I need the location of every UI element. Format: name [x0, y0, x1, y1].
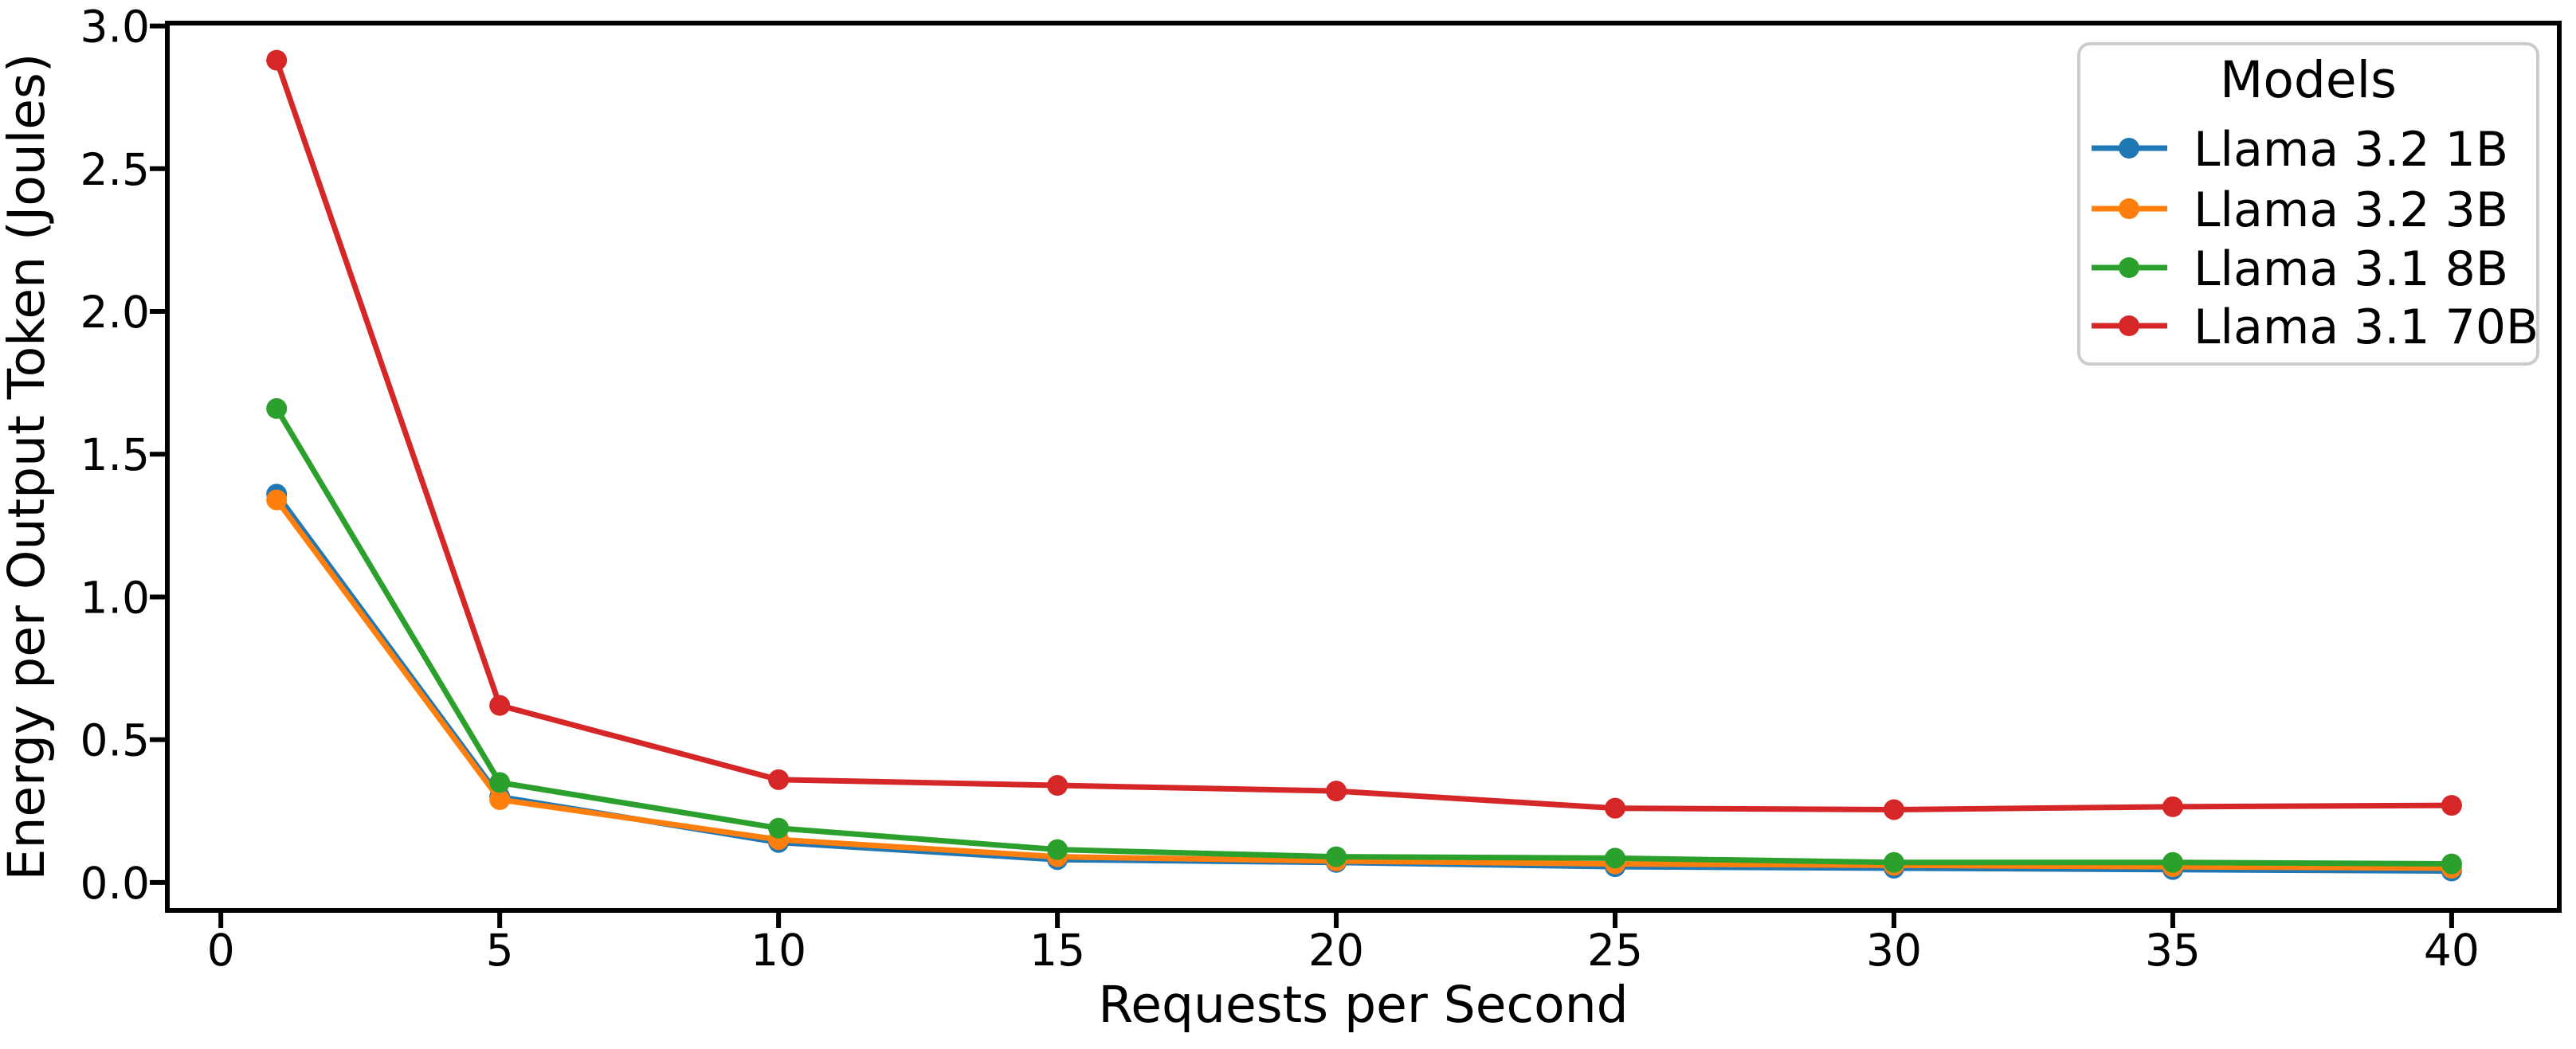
data-point-marker	[266, 397, 288, 419]
x-tick: 35	[2145, 910, 2201, 976]
legend-item-label: Llama 3.2 3B	[2194, 182, 2508, 238]
y-tick: 3.0	[80, 2, 167, 53]
y-axis-label: Energy per Output Token (Joules)	[0, 53, 56, 881]
legend-item-label: Llama 3.2 1B	[2194, 122, 2508, 178]
x-tick: 25	[1587, 910, 1643, 976]
data-point-marker	[1326, 846, 1347, 867]
x-tick: 0	[207, 910, 235, 976]
y-tick: 0.0	[80, 858, 167, 909]
y-tick: 0.5	[80, 715, 167, 766]
data-point-marker	[1047, 775, 1068, 797]
y-tick: 2.5	[80, 144, 167, 195]
x-tick: 20	[1308, 910, 1364, 976]
data-point-marker	[2162, 796, 2183, 817]
legend-item: Llama 3.2 1B	[2092, 122, 2508, 178]
tick-label: 0.5	[80, 715, 150, 766]
legend-item: Llama 3.2 3B	[2092, 182, 2508, 238]
legend-item-label: Llama 3.1 8B	[2194, 241, 2508, 297]
y-tick: 2.0	[80, 287, 167, 338]
tick-label: 2.5	[80, 144, 150, 195]
data-point-marker	[2162, 851, 2183, 873]
data-point-marker	[2441, 853, 2462, 875]
tick-label: 2.0	[80, 287, 150, 338]
tick-label: 15	[1029, 925, 1085, 976]
x-tick: 40	[2424, 910, 2480, 976]
series-line	[266, 49, 2462, 820]
tick-label: 0	[207, 925, 235, 976]
data-point-marker	[1605, 847, 1626, 869]
series-line	[266, 483, 2462, 882]
tick-label: 0.0	[80, 858, 150, 909]
data-point-marker	[1883, 799, 1904, 820]
y-tick: 1.0	[80, 572, 167, 623]
tick-label: 10	[751, 925, 806, 976]
legend-item: Llama 3.1 70B	[2092, 299, 2539, 355]
data-point-marker	[489, 789, 511, 810]
series-line	[266, 489, 2462, 879]
data-point-marker	[489, 772, 511, 793]
data-point-marker	[266, 49, 288, 71]
x-tick: 30	[1866, 910, 1922, 976]
y-axis: 0.0 0.5 1.0 1.5 2.0 2.5 3.0	[80, 2, 167, 909]
series-lines	[266, 49, 2462, 882]
series-path	[273, 497, 2455, 871]
legend-item: Llama 3.1 8B	[2092, 241, 2508, 297]
legend-box	[2077, 42, 2539, 366]
tick-label: 3.0	[80, 2, 150, 53]
y-tick: 1.5	[80, 429, 167, 480]
data-point-marker	[489, 695, 511, 716]
tick-label: 40	[2424, 925, 2480, 976]
data-point-marker	[768, 769, 790, 790]
x-axis: 0 5 10 15 20 25 30 35 40	[207, 910, 2480, 976]
tick-label: 25	[1587, 925, 1643, 976]
x-tick: 10	[751, 910, 806, 976]
data-point-marker	[1883, 851, 1904, 873]
x-tick: 5	[486, 910, 514, 976]
legend-marker-icon	[2119, 198, 2139, 219]
legend-title: Models	[2220, 51, 2397, 109]
x-tick: 15	[1029, 910, 1085, 976]
tick-label: 5	[486, 925, 514, 976]
x-axis-label: Requests per Second	[1098, 976, 1628, 1034]
data-point-marker	[1326, 781, 1347, 802]
tick-label: 35	[2145, 925, 2201, 976]
tick-label: 1.0	[80, 572, 150, 623]
data-point-marker	[266, 489, 288, 511]
tick-label: 30	[1866, 925, 1922, 976]
legend-marker-icon	[2119, 257, 2139, 278]
data-point-marker	[2441, 795, 2462, 816]
data-point-marker	[768, 817, 790, 839]
tick-label: 1.5	[80, 429, 150, 480]
tick-label: 20	[1308, 925, 1364, 976]
data-point-marker	[1047, 839, 1068, 860]
series-line	[266, 397, 2462, 875]
legend-marker-icon	[2119, 138, 2139, 159]
legend-item-label: Llama 3.1 70B	[2194, 299, 2539, 355]
legend-marker-icon	[2119, 315, 2139, 336]
data-point-marker	[1605, 797, 1626, 819]
plot-border	[165, 21, 2562, 913]
